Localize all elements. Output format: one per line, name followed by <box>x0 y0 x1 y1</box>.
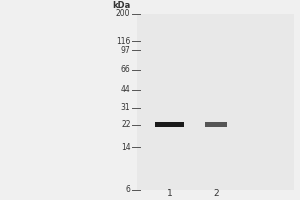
Text: 14: 14 <box>121 143 130 152</box>
Bar <box>155 122 184 127</box>
Text: 22: 22 <box>121 120 130 129</box>
Text: 200: 200 <box>116 9 130 19</box>
Text: 2: 2 <box>213 189 219 198</box>
Text: 44: 44 <box>121 85 130 94</box>
Text: 66: 66 <box>121 65 130 74</box>
Bar <box>205 122 227 127</box>
Text: 6: 6 <box>126 186 130 194</box>
Text: 31: 31 <box>121 103 130 112</box>
Text: 1: 1 <box>167 189 172 198</box>
Text: 116: 116 <box>116 37 130 46</box>
Bar <box>136 14 294 190</box>
Text: kDa: kDa <box>112 1 130 10</box>
Text: 97: 97 <box>121 46 130 55</box>
